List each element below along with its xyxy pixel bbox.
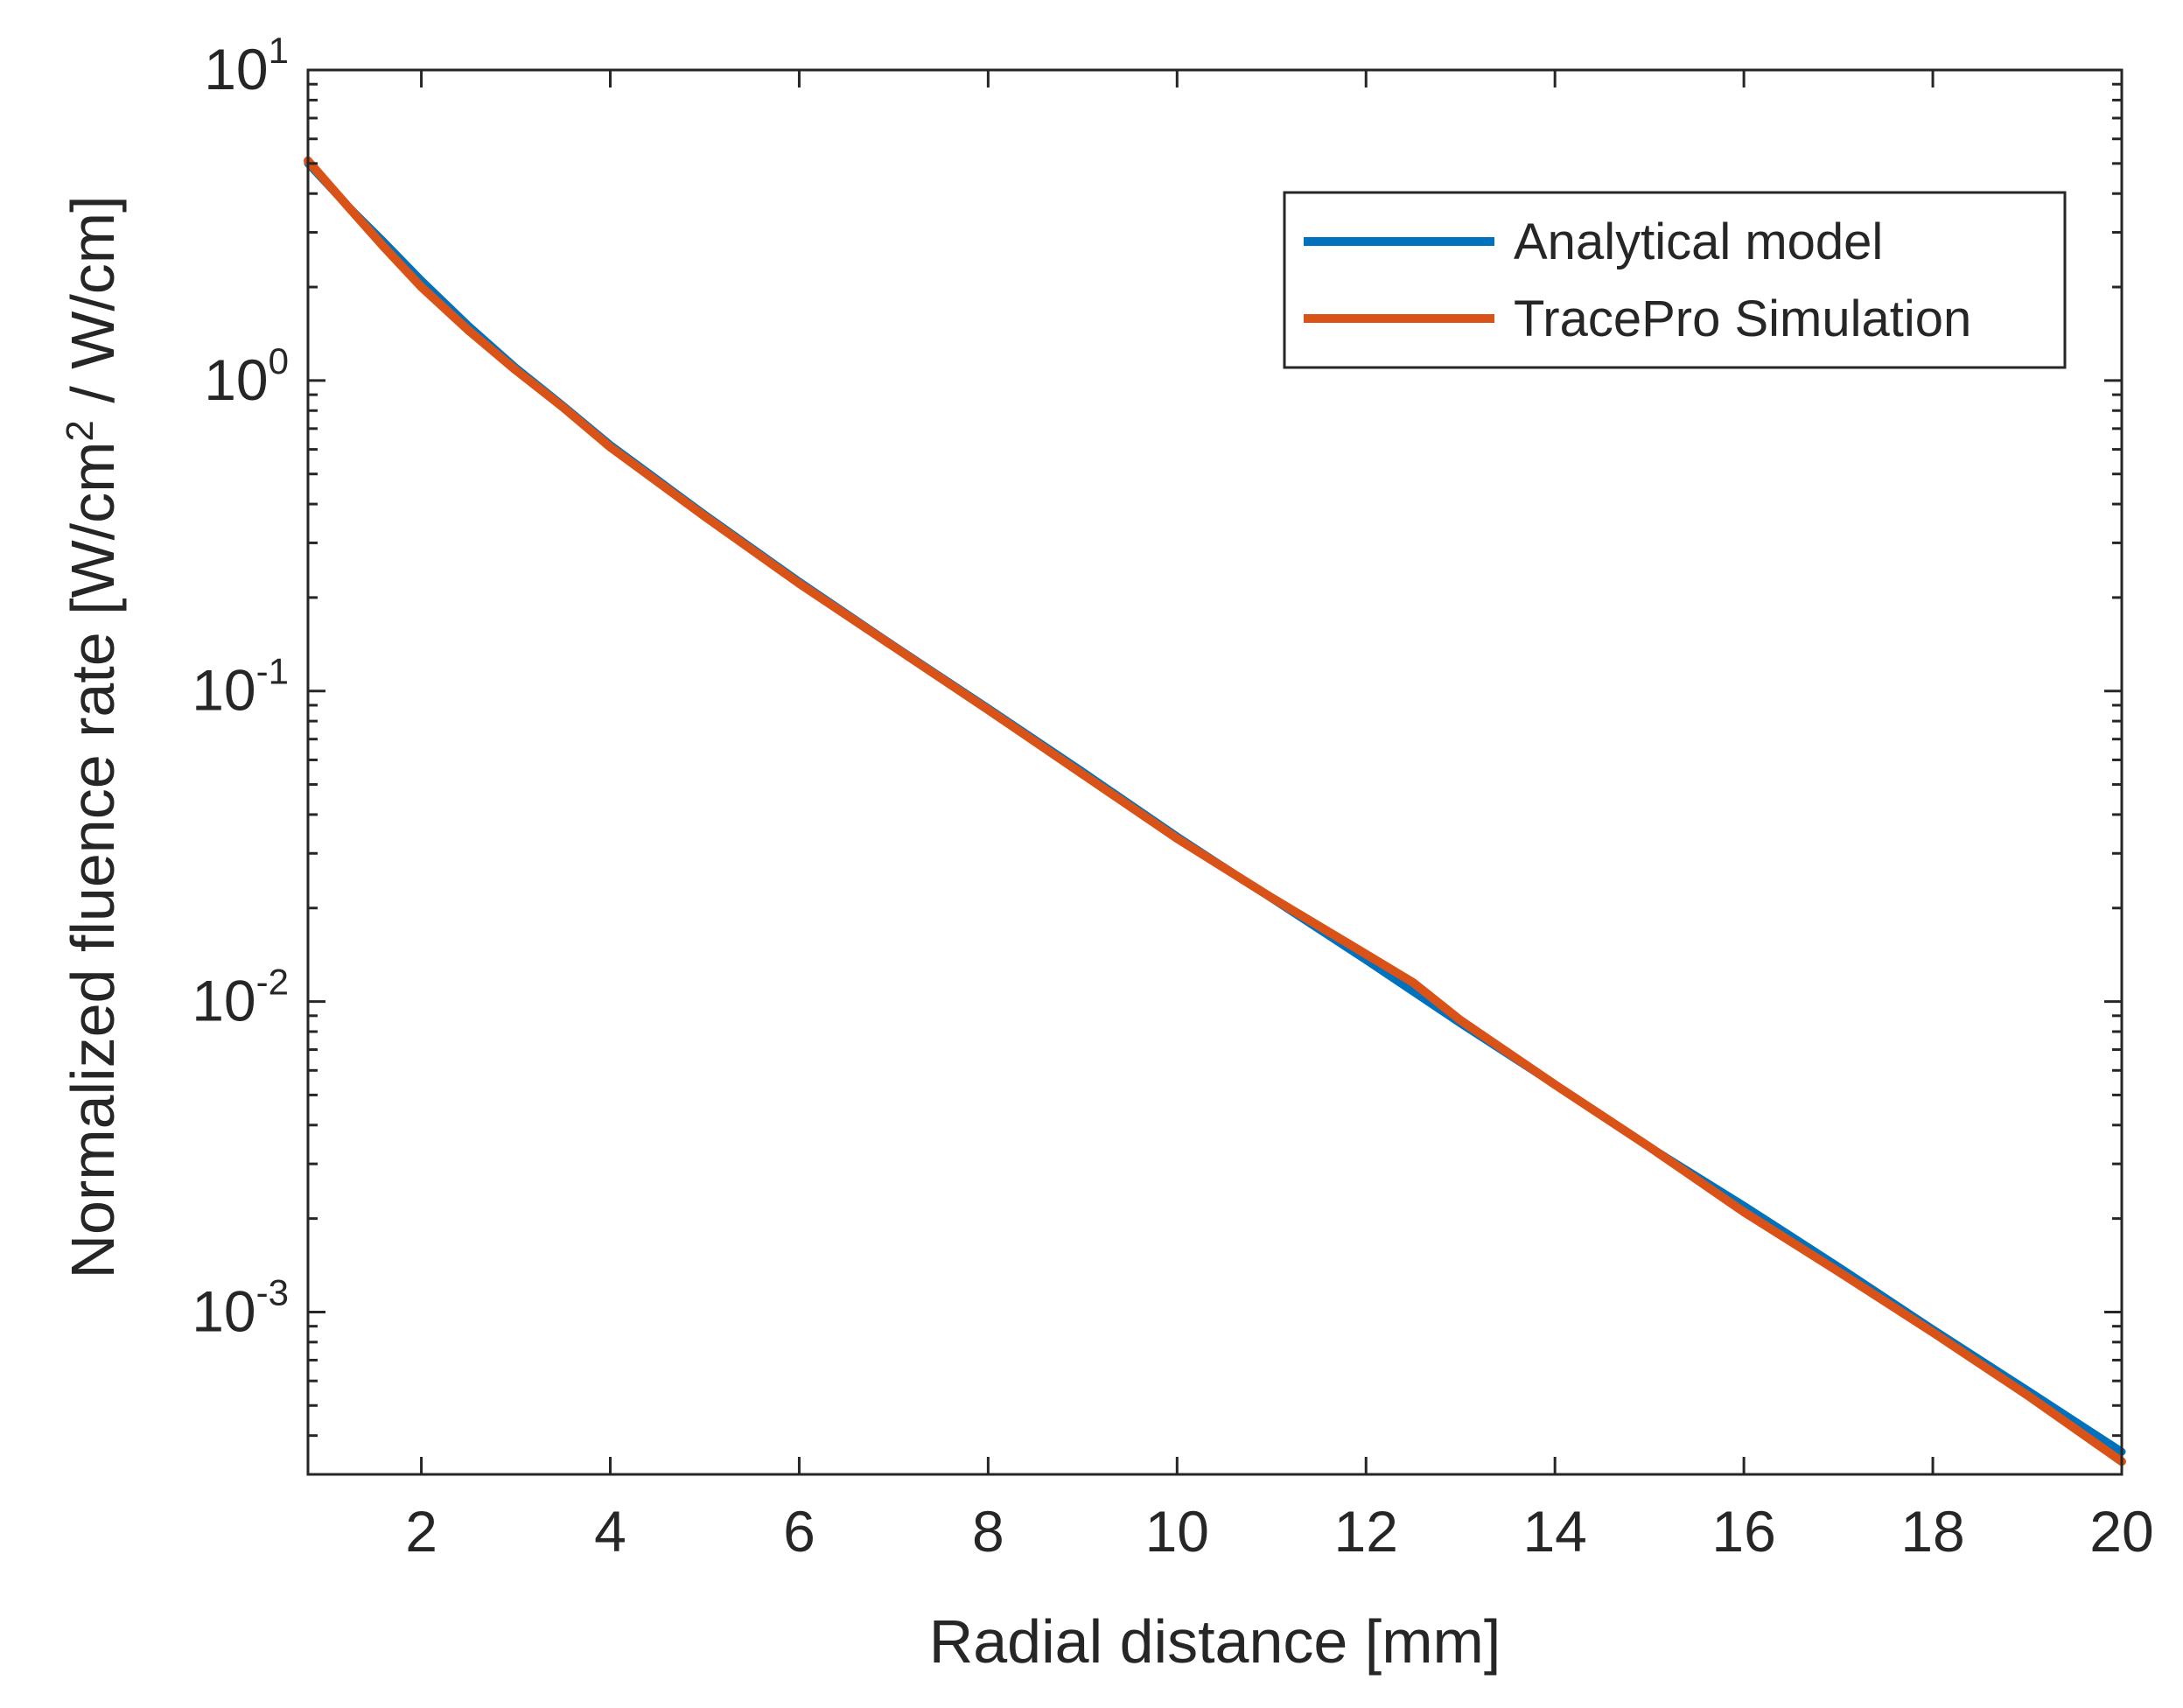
y-axis-title-prefix: Normalized fluence rate [W/cm (59, 442, 127, 1279)
y-axis-title-superscript: 2 (59, 420, 101, 441)
x-tick-label: 12 (1334, 1499, 1398, 1564)
series-layer (304, 156, 2126, 1466)
y-axis-title: Normalized fluence rate [W/cm2 / W/cm] (59, 195, 128, 1278)
y-tick-label-text: 10-1 (192, 651, 289, 723)
y-tick-label-text: 10-2 (192, 962, 289, 1033)
x-tick-label: 14 (1522, 1499, 1586, 1564)
y-tick-label-text: 10-3 (192, 1271, 289, 1343)
y-tick-label: 10-2 (192, 962, 289, 1033)
series-line-tracepro-simulation (304, 156, 2126, 1466)
x-tick-label: 2 (405, 1499, 437, 1564)
y-tick-label-text: 100 (204, 340, 289, 412)
y-tick-label-exponent: -3 (256, 1271, 289, 1312)
x-tick-labels: 2 4 6 8 10 12 14 16 18 20 (405, 1499, 2154, 1564)
x-tick-label: 4 (594, 1499, 626, 1564)
y-tick-label-exponent: -1 (256, 651, 289, 692)
x-tick-label: 20 (2089, 1499, 2153, 1564)
x-tick-label: 18 (1900, 1499, 1964, 1564)
y-tick-label-base: 10 (204, 347, 268, 412)
y-tick-label-base: 10 (192, 658, 255, 723)
y-tick-label-base: 10 (204, 37, 268, 102)
y-tick-label-exponent: -2 (256, 962, 289, 1003)
plot-frame (306, 68, 2124, 1476)
y-tick-label: 10-1 (192, 651, 289, 723)
y-tick-label: 10-3 (192, 1271, 289, 1343)
x-tick-label: 10 (1145, 1499, 1209, 1564)
y-tick-label-base: 10 (192, 1278, 255, 1343)
y-tick-label: 100 (204, 340, 289, 412)
y-tick-label-base: 10 (192, 969, 255, 1033)
y-tick-label: 101 (204, 30, 289, 102)
y-tick-label-exponent: 0 (269, 340, 289, 382)
tick-marks (308, 68, 2124, 1476)
x-tick-label: 8 (972, 1499, 1004, 1564)
x-axis-title: Radial distance [mm] (929, 1607, 1501, 1676)
y-axis-title-suffix: / W/cm] (59, 195, 127, 420)
y-tick-label-text: 101 (204, 30, 289, 102)
legend-label-tracepro: TracePro Simulation (1514, 290, 1971, 347)
legend: Analytical model TracePro Simulation (1283, 191, 2067, 369)
legend-label-analytical: Analytical model (1514, 214, 1883, 270)
legend-box (1283, 191, 2067, 369)
y-tick-label-exponent: 1 (269, 30, 289, 71)
x-tick-label: 6 (783, 1499, 815, 1564)
x-tick-label: 16 (1711, 1499, 1775, 1564)
